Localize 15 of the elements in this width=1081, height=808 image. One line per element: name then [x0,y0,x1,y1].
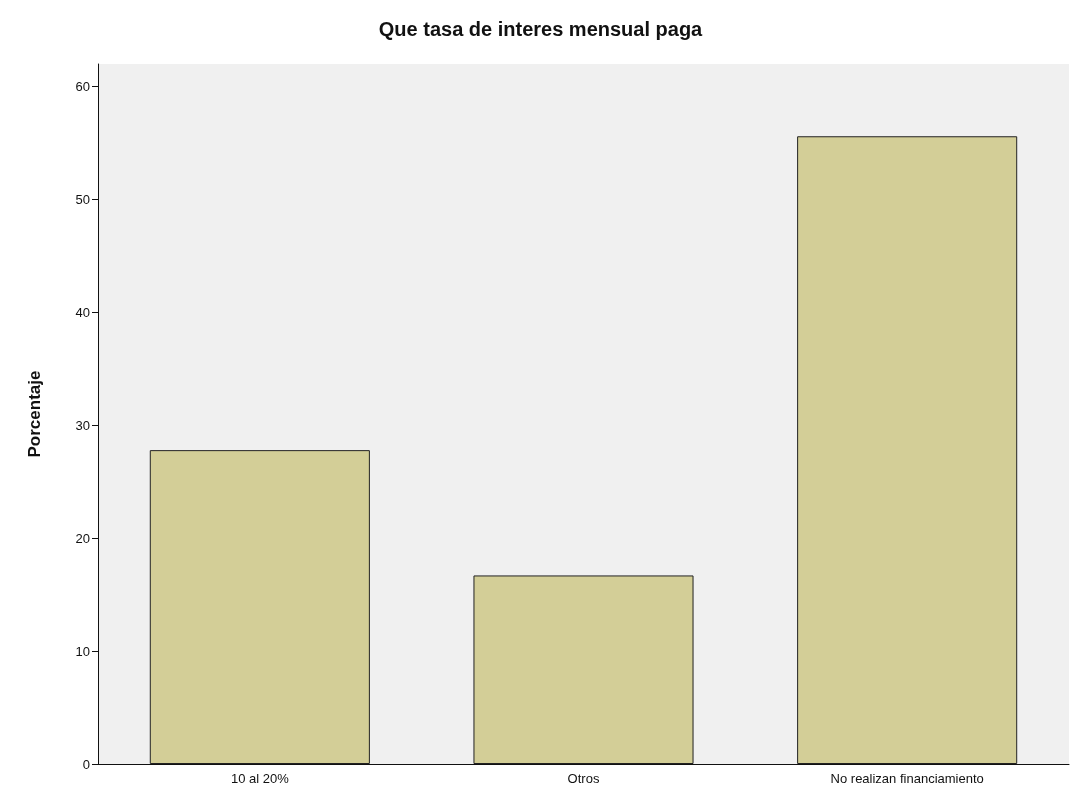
bar [149,450,370,764]
y-axis-title: Porcentaje [25,370,44,458]
chart-title: Que tasa de interes mensual paga [378,18,704,40]
y-tick-label: 10 [75,643,90,659]
x-tick-label: 10 al 20% [230,771,290,786]
x-tick-label: No realizan financiamiento [830,771,984,786]
bar [473,575,694,764]
x-tick-label: Otros [567,771,600,786]
bar [797,136,1018,764]
y-tick-label: 60 [75,79,90,95]
y-tick-label: 20 [75,530,90,546]
y-tick-label: 40 [75,304,90,320]
y-tick-label: 50 [75,191,90,207]
y-tick-label: 0 [82,756,90,772]
y-tick-label: 30 [75,417,90,433]
